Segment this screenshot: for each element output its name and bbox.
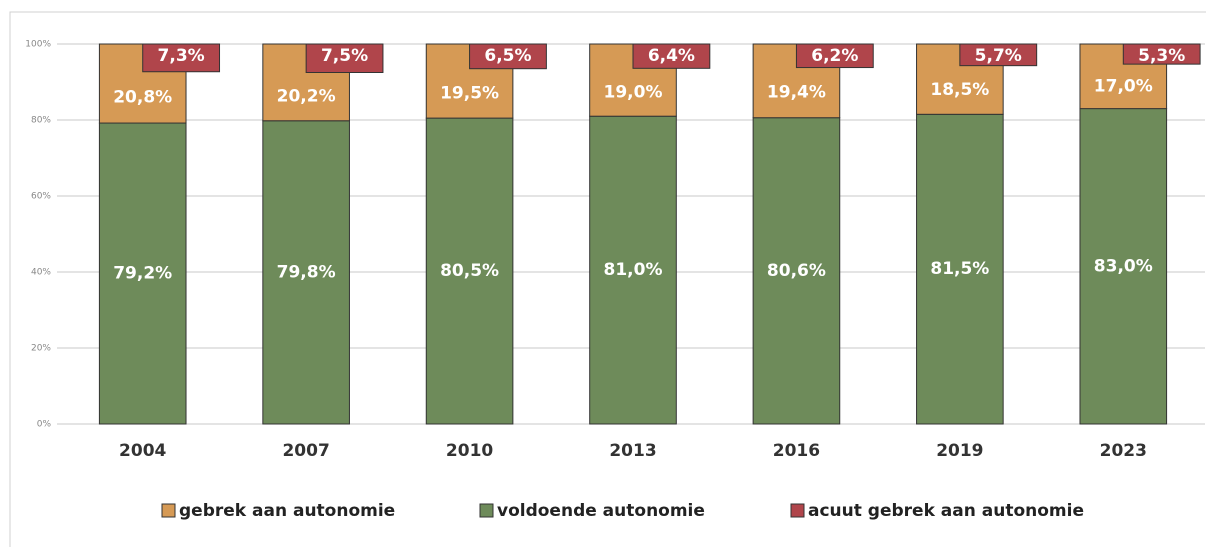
- x-tick-label: 2004: [119, 441, 166, 461]
- data-label: 5,7%: [975, 46, 1022, 66]
- data-label: 20,2%: [277, 87, 336, 107]
- data-label: 6,5%: [484, 46, 531, 66]
- x-tick-label: 2023: [1100, 441, 1147, 461]
- bar-segment: [425, 117, 514, 425]
- bar-segment: [752, 117, 841, 425]
- data-label: 6,4%: [648, 46, 695, 66]
- legend-label: acuut gebrek aan autonomie: [808, 501, 1084, 521]
- legend-label: voldoende autonomie: [497, 501, 705, 521]
- bar-segment: [1079, 108, 1168, 425]
- data-label: 5,3%: [1138, 46, 1185, 66]
- data-label: 19,5%: [440, 83, 499, 103]
- overlay-bar: [1122, 43, 1201, 65]
- bar-segment: [589, 115, 677, 425]
- y-tick-label: 80%: [31, 116, 51, 126]
- y-tick-label: 100%: [25, 40, 51, 50]
- data-label: 80,6%: [767, 261, 826, 281]
- data-label: 7,5%: [321, 46, 368, 66]
- data-label: 83,0%: [1094, 256, 1153, 276]
- overlay-bar: [959, 43, 1038, 67]
- data-label: 79,2%: [113, 264, 172, 284]
- y-tick-label: 40%: [31, 268, 51, 278]
- data-label: 20,8%: [113, 87, 172, 107]
- overlay-bar: [632, 43, 711, 69]
- data-label: 81,0%: [604, 260, 663, 280]
- data-label: 17,0%: [1094, 76, 1153, 96]
- legend-swatch: [479, 503, 494, 518]
- legend-swatch: [161, 503, 176, 518]
- legend-swatch: [790, 503, 805, 518]
- data-label: 19,4%: [767, 83, 826, 103]
- x-tick-label: 2019: [936, 441, 983, 461]
- data-label: 19,0%: [604, 82, 663, 102]
- bar-segment: [98, 122, 187, 425]
- data-label: 7,3%: [158, 46, 205, 66]
- data-label: 79,8%: [277, 262, 336, 282]
- overlay-bar: [795, 43, 874, 69]
- y-tick-label: 0%: [37, 420, 52, 430]
- overlay-bar: [142, 43, 221, 73]
- y-tick-label: 60%: [31, 192, 51, 202]
- y-tick-label: 20%: [31, 344, 51, 354]
- overlay-bar: [305, 43, 384, 73]
- x-tick-label: 2007: [282, 441, 329, 461]
- chart-frame: [9, 11, 1206, 547]
- data-label: 6,2%: [811, 46, 858, 66]
- data-label: 80,5%: [440, 261, 499, 281]
- x-tick-label: 2013: [609, 441, 656, 461]
- x-tick-label: 2016: [773, 441, 820, 461]
- bar-segment: [262, 120, 350, 425]
- data-label: 18,5%: [930, 80, 989, 100]
- data-label: 81,5%: [930, 259, 989, 279]
- overlay-bar: [469, 43, 547, 70]
- x-tick-label: 2010: [446, 441, 493, 461]
- legend-label: gebrek aan autonomie: [179, 501, 395, 521]
